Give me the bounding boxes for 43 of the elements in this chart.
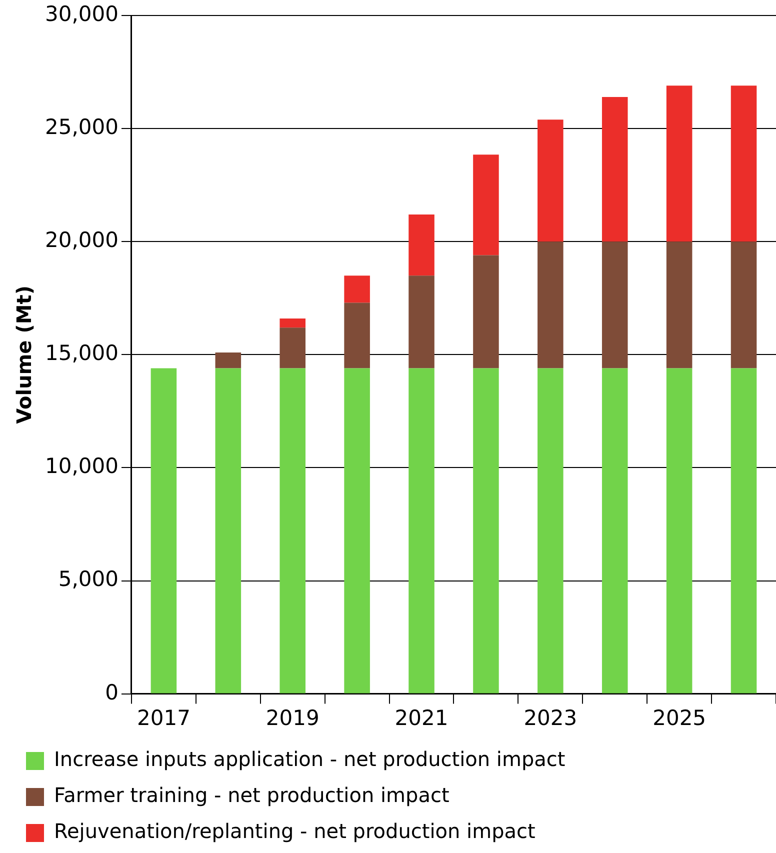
bar: [344, 276, 370, 303]
bar: [730, 368, 757, 694]
bar: [473, 255, 499, 368]
y-tick-label: 0: [105, 680, 118, 704]
x-tick-label: 2017: [136, 706, 190, 730]
bar: [730, 86, 757, 242]
bar: [538, 242, 564, 368]
x-tick-label: 2025: [652, 706, 706, 730]
legend-label: Farmer training - net production impact: [54, 783, 450, 808]
bar: [344, 302, 370, 368]
y-tick-label: 10,000: [44, 454, 118, 478]
bar: [408, 368, 434, 694]
bar: [215, 368, 242, 694]
bar: [666, 368, 692, 694]
y-tick-label: 20,000: [44, 228, 118, 252]
bar: [408, 214, 434, 276]
bar: [150, 368, 177, 694]
bar: [215, 352, 242, 368]
y-tick-label: 25,000: [44, 115, 118, 140]
bar: [473, 154, 499, 256]
bar: [280, 368, 306, 694]
bar: [280, 328, 306, 368]
x-tick-label: 2023: [524, 706, 578, 730]
bar: [602, 242, 628, 368]
bar: [344, 368, 370, 694]
y-tick-label: 30,000: [44, 2, 118, 26]
bar: [280, 318, 306, 328]
legend-label: Rejuvenation/replanting - net production impact: [54, 819, 536, 844]
y-tick-label: 5,000: [58, 567, 118, 592]
bar: [730, 242, 757, 368]
bar: [408, 276, 434, 368]
bar: [602, 368, 628, 694]
y-tick-label: 15,000: [44, 341, 118, 366]
bar: [473, 368, 499, 694]
bar: [602, 96, 628, 242]
bar: [666, 86, 692, 242]
bar: [538, 368, 564, 694]
x-tick-label: 2019: [266, 706, 320, 730]
y-axis-title: Volume (Mt): [12, 286, 36, 424]
x-tick-label: 2021: [394, 706, 448, 730]
bar: [666, 242, 692, 368]
bar: [538, 120, 564, 242]
legend-label: Increase inputs application - net production impact: [54, 747, 566, 772]
